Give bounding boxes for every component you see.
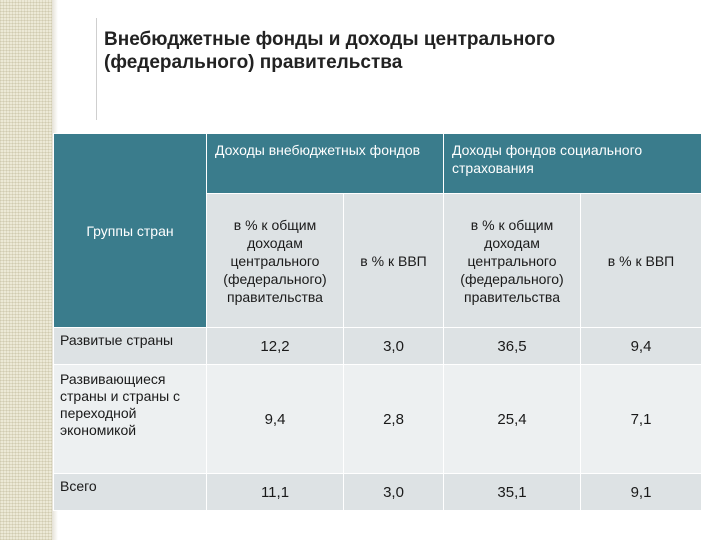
table-row: Развитые страны 12,2 3,0 36,5 9,4: [53, 327, 703, 365]
table-cell: 3,0: [342, 327, 445, 365]
row-label: Развивающиеся страны и страны с переходн…: [53, 364, 207, 474]
subheader-pct-of-revenue-1: в % к общим доходам центрального (федера…: [206, 193, 344, 328]
decorative-side-stripe: [0, 0, 52, 540]
subheader-pct-of-gdp-1: в % к ВВП: [342, 193, 445, 328]
table-cell: 7,1: [580, 364, 703, 474]
data-table: Группы стран Доходы внебюджетных фондов …: [53, 133, 703, 511]
table-cell: 9,4: [206, 364, 344, 474]
header-social-insurance-funds: Доходы фондов социального страхования: [443, 133, 703, 194]
table-row: Всего 11,1 3,0 35,1 9,1: [53, 473, 703, 511]
slide-title: Внебюджетные фонды и доходы центрального…: [104, 29, 556, 73]
table-cell: 2,8: [342, 364, 445, 474]
table-cell: 9,1: [580, 473, 703, 511]
row-label: Развитые страны: [53, 327, 207, 365]
table-cell: 12,2: [206, 327, 344, 365]
table-cell: 3,0: [342, 473, 445, 511]
table-cell: 9,4: [580, 327, 703, 365]
row-label: Всего: [53, 473, 207, 511]
subheader-pct-of-gdp-2: в % к ВВП: [580, 193, 703, 328]
table-row: Развивающиеся страны и страны с переходн…: [53, 364, 703, 474]
title-rule: [96, 18, 97, 120]
subheader-pct-of-revenue-2: в % к общим доходам центрального (федера…: [443, 193, 582, 328]
table-cell: 35,1: [443, 473, 582, 511]
table-cell: 36,5: [443, 327, 582, 365]
header-extrabudgetary-funds: Доходы внебюджетных фондов: [205, 133, 445, 194]
table-cell: 25,4: [443, 364, 582, 474]
header-country-groups: Группы стран: [53, 133, 207, 328]
table-cell: 11,1: [206, 473, 344, 511]
